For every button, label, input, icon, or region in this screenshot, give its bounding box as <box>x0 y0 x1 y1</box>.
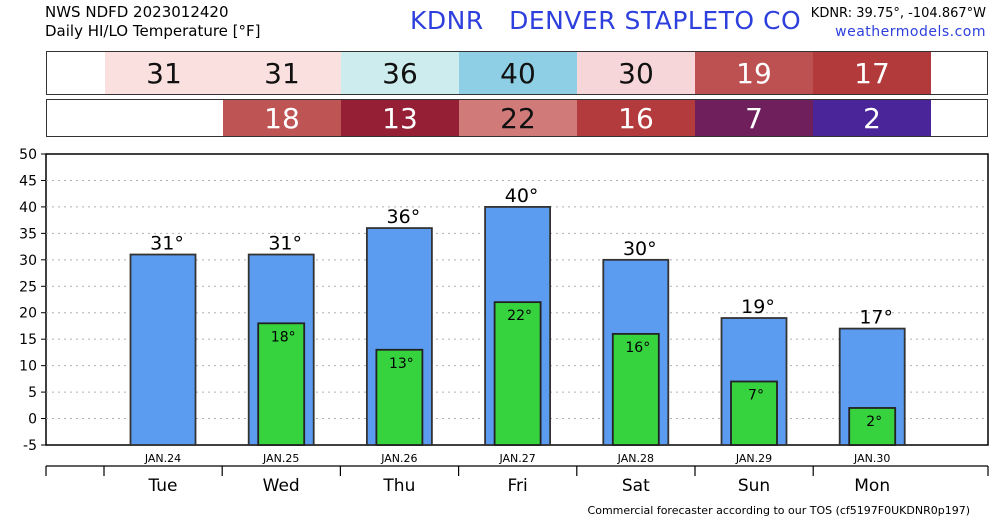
hi-strip-cell: 19 <box>695 52 813 94</box>
station-id: KDNR <box>410 6 484 35</box>
lo-strip-cell: 2 <box>813 100 931 136</box>
y-tick-label: 0 <box>28 412 37 428</box>
day-label: Sat <box>622 476 650 496</box>
y-tick-label: 35 <box>19 226 37 242</box>
coords-label: KDNR: 39.75°, -104.867°W <box>810 6 986 21</box>
lo-strip-cell: 13 <box>341 100 459 136</box>
hi-strip-cell: 31 <box>223 52 341 94</box>
y-tick-label: 15 <box>19 332 37 348</box>
date-label: JAN.27 <box>498 452 535 465</box>
day-label: Thu <box>382 476 415 496</box>
hi-strip-cell: 17 <box>813 52 931 94</box>
lo-value-label: 2° <box>866 414 882 430</box>
y-tick-label: 40 <box>19 200 37 216</box>
hi-strip-cell: 31 <box>105 52 223 94</box>
lo-temperature-strip: 18 13 22 16 7 2 <box>46 99 988 137</box>
hi-value-label: 36° <box>387 206 421 228</box>
lo-strip-cell: 7 <box>695 100 813 136</box>
day-label: Mon <box>854 476 890 496</box>
station-title: KDNR DENVER STAPLETO CO <box>410 6 801 35</box>
day-label: Fri <box>507 476 527 496</box>
site-link[interactable]: weathermodels.com <box>835 24 986 40</box>
lo-bar <box>493 301 542 446</box>
date-label: JAN.30 <box>853 452 890 465</box>
y-tick-label: 30 <box>19 253 37 269</box>
footer-note: Commercial forecaster according to our T… <box>587 504 970 517</box>
lo-bar <box>730 380 778 446</box>
lo-bar <box>257 322 306 446</box>
lo-value-label: 22° <box>507 308 532 324</box>
hi-value-label: 31° <box>150 233 184 255</box>
lo-value-label: 16° <box>625 340 650 356</box>
hi-value-label: 30° <box>623 238 657 260</box>
lo-bar <box>848 407 897 446</box>
y-tick-label: 50 <box>19 147 37 163</box>
y-tick-label: 5 <box>28 385 37 401</box>
y-tick-label: 20 <box>19 306 37 322</box>
source-label: NWS NDFD 2023012420 <box>45 3 229 21</box>
day-label: Wed <box>263 476 300 496</box>
lo-bar <box>611 332 660 446</box>
lo-strip-cell: 16 <box>577 100 695 136</box>
date-label: JAN.29 <box>735 452 772 465</box>
hi-value-label: 31° <box>268 233 302 255</box>
y-tick-label: 45 <box>19 173 37 189</box>
hi-strip-cell: 30 <box>577 52 695 94</box>
lo-strip-cell: 22 <box>459 100 577 136</box>
lo-value-label: 18° <box>271 329 296 345</box>
lo-value-label: 13° <box>389 356 414 372</box>
hi-temperature-strip: 31 31 36 40 30 19 17 <box>46 51 988 95</box>
lo-value-label: 7° <box>748 388 764 404</box>
date-label: JAN.26 <box>380 452 417 465</box>
lo-strip-cell: 18 <box>223 100 341 136</box>
station-name: DENVER STAPLETO CO <box>509 6 802 35</box>
day-label: Tue <box>147 476 177 496</box>
date-label: JAN.25 <box>262 452 299 465</box>
day-label: Sun <box>738 476 770 496</box>
subtitle-label: Daily HI/LO Temperature [°F] <box>45 22 261 40</box>
y-tick-label: -5 <box>23 438 37 454</box>
y-tick-label: 10 <box>19 359 37 375</box>
y-tick-label: 25 <box>19 279 37 295</box>
date-label: JAN.24 <box>144 452 181 465</box>
hi-strip-cell: 40 <box>459 52 577 94</box>
hi-value-label: 17° <box>859 307 893 329</box>
header-right: KDNR: 39.75°, -104.867°W weathermodels.c… <box>811 4 986 42</box>
lo-bar <box>375 348 424 446</box>
hi-value-label: 19° <box>741 296 775 318</box>
hi-value-label: 40° <box>505 185 539 207</box>
hi-bar <box>129 253 197 446</box>
hi-strip-cell: 36 <box>341 52 459 94</box>
header-left: NWS NDFD 2023012420 Daily HI/LO Temperat… <box>45 3 261 41</box>
date-label: JAN.28 <box>617 452 654 465</box>
